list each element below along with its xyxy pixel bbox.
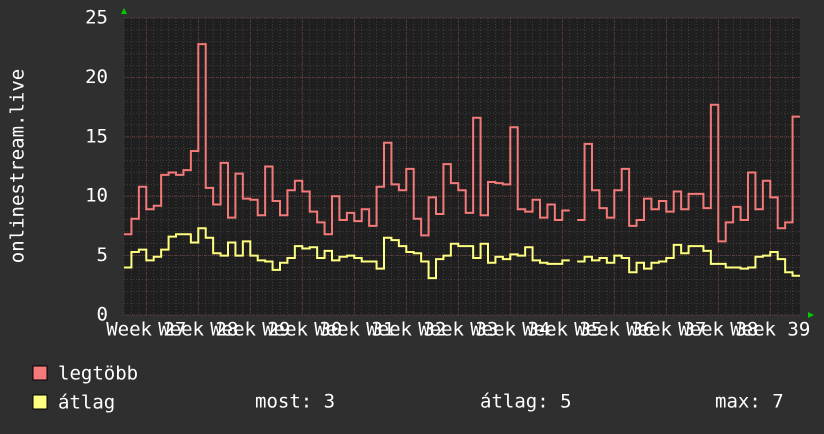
y-tick-label: 20 (85, 66, 108, 88)
x-tick-label: Week 30 (262, 319, 342, 341)
y-tick-label: 15 (85, 125, 108, 147)
stat-max: max: 7 (715, 391, 784, 413)
x-tick-label: Week 35 (522, 319, 602, 341)
stat-now: most: 3 (255, 391, 335, 413)
axis-arrow (808, 312, 814, 318)
y-tick-label: 5 (97, 244, 108, 266)
x-tick-label: Week 37 (626, 319, 706, 341)
x-tick-label: Week 32 (366, 319, 446, 341)
x-tick-label: Week 33 (418, 319, 498, 341)
legend-swatch (32, 365, 48, 381)
legend-label: legtöbb (58, 363, 138, 385)
legend-swatch (32, 394, 48, 410)
y-tick-label: 0 (97, 304, 108, 326)
x-tick-label: Week 31 (314, 319, 394, 341)
plot-area (124, 18, 800, 315)
x-tick-label: Week 29 (210, 319, 290, 341)
axis-arrow (121, 8, 127, 14)
stat-average: átlag: 5 (480, 391, 572, 413)
y-axis-label: onlinestream.live (7, 69, 29, 263)
x-tick-label: Week 36 (574, 319, 654, 341)
x-tick-label: Week 38 (678, 319, 758, 341)
x-tick-label: Week 27 (106, 319, 186, 341)
x-tick-label: Week 34 (470, 319, 550, 341)
legend-label: átlag (58, 392, 115, 414)
y-tick-label: 10 (85, 185, 108, 207)
y-tick-label: 25 (85, 7, 108, 29)
x-tick-label: Week 39 (730, 319, 810, 341)
series-line (124, 43, 800, 243)
x-tick-label: Week 28 (158, 319, 238, 341)
series-line (124, 227, 800, 280)
